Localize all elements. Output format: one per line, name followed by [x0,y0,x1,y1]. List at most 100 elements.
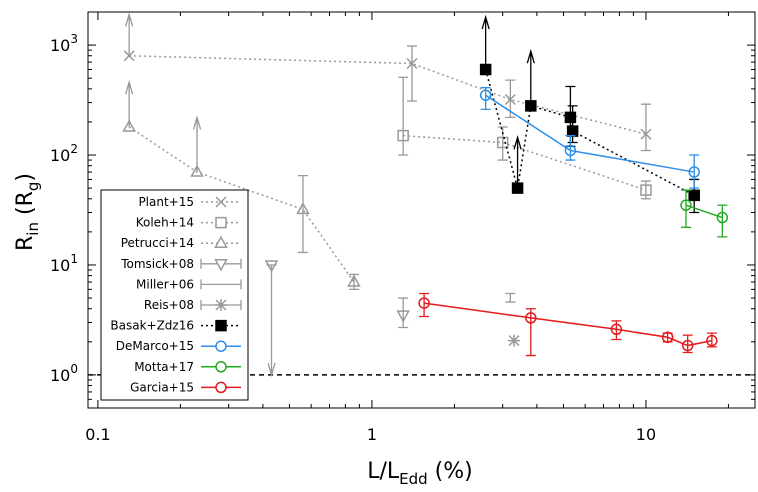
marker [504,93,516,106]
limit-arrow [481,14,490,70]
axis-label-part: L/L [367,459,400,484]
plot-area [88,12,755,378]
marker [479,63,492,76]
legend: Plant+15 Koleh+14 Petrucci+14 Tomsick+08 Mil… [100,189,249,401]
tick-power: 2 [70,142,78,156]
tick-power: 3 [70,32,78,46]
x-tick-label: 1 [367,425,377,444]
axis-label: L/LEdd (%) [367,459,473,488]
tick-base: 10 [50,256,70,275]
error-bar [717,204,728,238]
marker [264,260,279,273]
marker [123,50,135,62]
error-bar [682,334,693,354]
y-tick-label: 103 [50,32,78,55]
marker [640,128,652,140]
legend-label: Miller+06 [136,277,194,291]
marker [688,189,700,202]
marker [396,310,410,323]
limit-arrow [192,115,202,173]
series-line [403,134,647,191]
error-bar [406,45,417,102]
marker [525,312,537,324]
marker [418,297,430,309]
marker [215,216,227,229]
legend-label: Tomsick+08 [120,257,194,271]
marker [215,361,227,373]
tick-base: 10 [50,36,70,55]
marker [406,57,418,70]
series-line [484,69,695,196]
marker [680,199,692,211]
error-bar [398,76,409,156]
limit-arrow [526,48,535,106]
tick-base: 10 [50,146,70,165]
series-line [423,302,713,347]
marker [610,323,623,335]
marker [511,182,524,194]
legend-label: Petrucci+14 [121,236,194,250]
axes-frame [87,11,756,409]
marker [688,166,700,178]
marker [215,381,227,394]
x-tick-label: 0.1 [85,425,110,444]
marker [681,339,694,352]
axis-label-part: in [24,222,42,236]
legend-label: Basak+Zdz16 [110,319,194,333]
legend-label: Garcia+15 [130,380,194,394]
legend-label: Plant+15 [138,195,194,209]
marker [215,319,227,332]
axis-label-part: R [13,236,38,251]
error-bar [505,292,516,303]
error-bar [525,308,536,357]
series-line [685,204,723,219]
x-tick-label: 10 [636,425,656,444]
error-bar [398,297,409,329]
marker [190,164,204,177]
error-bar [689,154,700,189]
marker [214,259,228,272]
error-bar [567,105,578,144]
marker [397,129,409,142]
marker [640,184,652,196]
tick-power: 1 [70,252,78,266]
legend-errorbar [200,279,242,290]
series-line [128,126,355,283]
axis-label-part: g [24,182,42,192]
axis-label-part: (R [13,191,38,222]
marker [479,89,492,101]
error-bar [419,292,430,318]
marker [661,331,674,343]
marker [215,299,227,311]
marker [296,201,310,215]
tick-power: 0 [70,362,78,376]
marker [508,334,521,347]
tick-base: 10 [50,366,70,385]
marker [706,334,718,347]
axis-label-part: Edd [399,470,428,488]
error-bar [640,103,651,152]
error-bar [480,87,491,111]
marker [122,119,136,132]
error-bar [680,189,691,228]
marker [215,340,227,352]
marker [566,125,579,137]
limit-arrow [125,12,134,56]
marker [564,144,577,157]
legend-label: Koleh+14 [136,216,194,230]
axis-label-part: (%) [428,459,473,484]
limit-arrow [513,134,522,189]
error-bar [640,180,651,200]
legend-label: Motta+17 [134,360,194,374]
limit-arrow [266,264,277,378]
axis-label: Rin (Rg) [13,173,42,251]
axis-label-part: ) [13,173,38,182]
marker [525,100,537,112]
marker [716,211,729,224]
marker [214,235,228,248]
series-line [129,54,647,135]
legend-label: Reis+08 [144,298,194,312]
marker [564,111,577,124]
